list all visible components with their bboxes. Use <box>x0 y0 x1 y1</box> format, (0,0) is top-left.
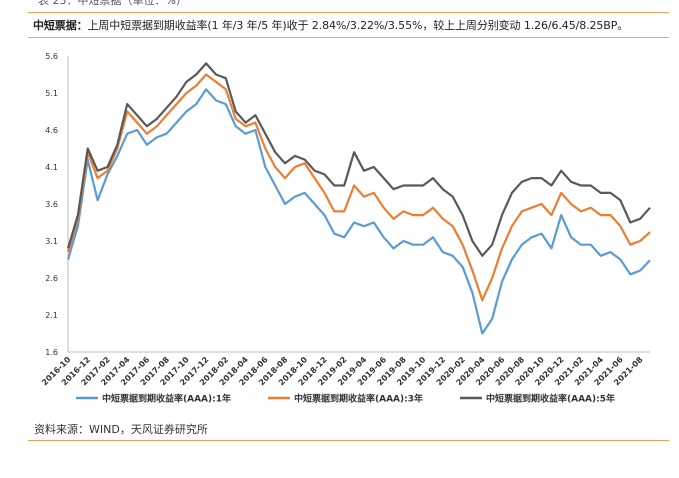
legend-label: 中短票据到期收益率(AAA):3年 <box>294 393 423 405</box>
legend-label: 中短票据到期收益率(AAA):5年 <box>486 393 615 405</box>
y-tick-label: 5.1 <box>45 89 58 98</box>
series-line-2 <box>66 73 651 302</box>
summary-line: 中短票据：上周中短票据到期收益率(1 年/3 年/5 年)收于 2.84%/3.… <box>33 17 628 33</box>
series-line-1 <box>66 88 651 335</box>
table-caption: 表 23：中短票据（单位：%） <box>38 0 187 7</box>
y-tick-label: 1.6 <box>45 348 58 357</box>
y-tick-label: 4.6 <box>45 126 58 135</box>
summary-label: 中短票据： <box>33 19 88 32</box>
source-note: 资料来源：WIND，天风证券研究所 <box>34 423 208 436</box>
yield-line-chart: 5.65.14.64.13.63.12.62.11.62016-102016-1… <box>40 52 651 405</box>
top-divider <box>28 12 669 13</box>
y-tick-label: 3.6 <box>45 200 58 209</box>
y-tick-label: 3.1 <box>45 237 58 246</box>
summary-text: 上周中短票据到期收益率(1 年/3 年/5 年)收于 2.84%/3.22%/3… <box>87 19 629 32</box>
legend-label: 中短票据到期收益率(AAA):1年 <box>102 393 231 405</box>
series-line-3 <box>66 62 651 257</box>
y-tick-label: 5.6 <box>45 52 58 61</box>
y-tick-label: 4.1 <box>45 163 58 172</box>
y-tick-label: 2.1 <box>45 311 58 320</box>
summary-divider <box>28 37 669 38</box>
y-tick-label: 2.6 <box>45 274 58 283</box>
bottom-divider <box>28 440 669 441</box>
